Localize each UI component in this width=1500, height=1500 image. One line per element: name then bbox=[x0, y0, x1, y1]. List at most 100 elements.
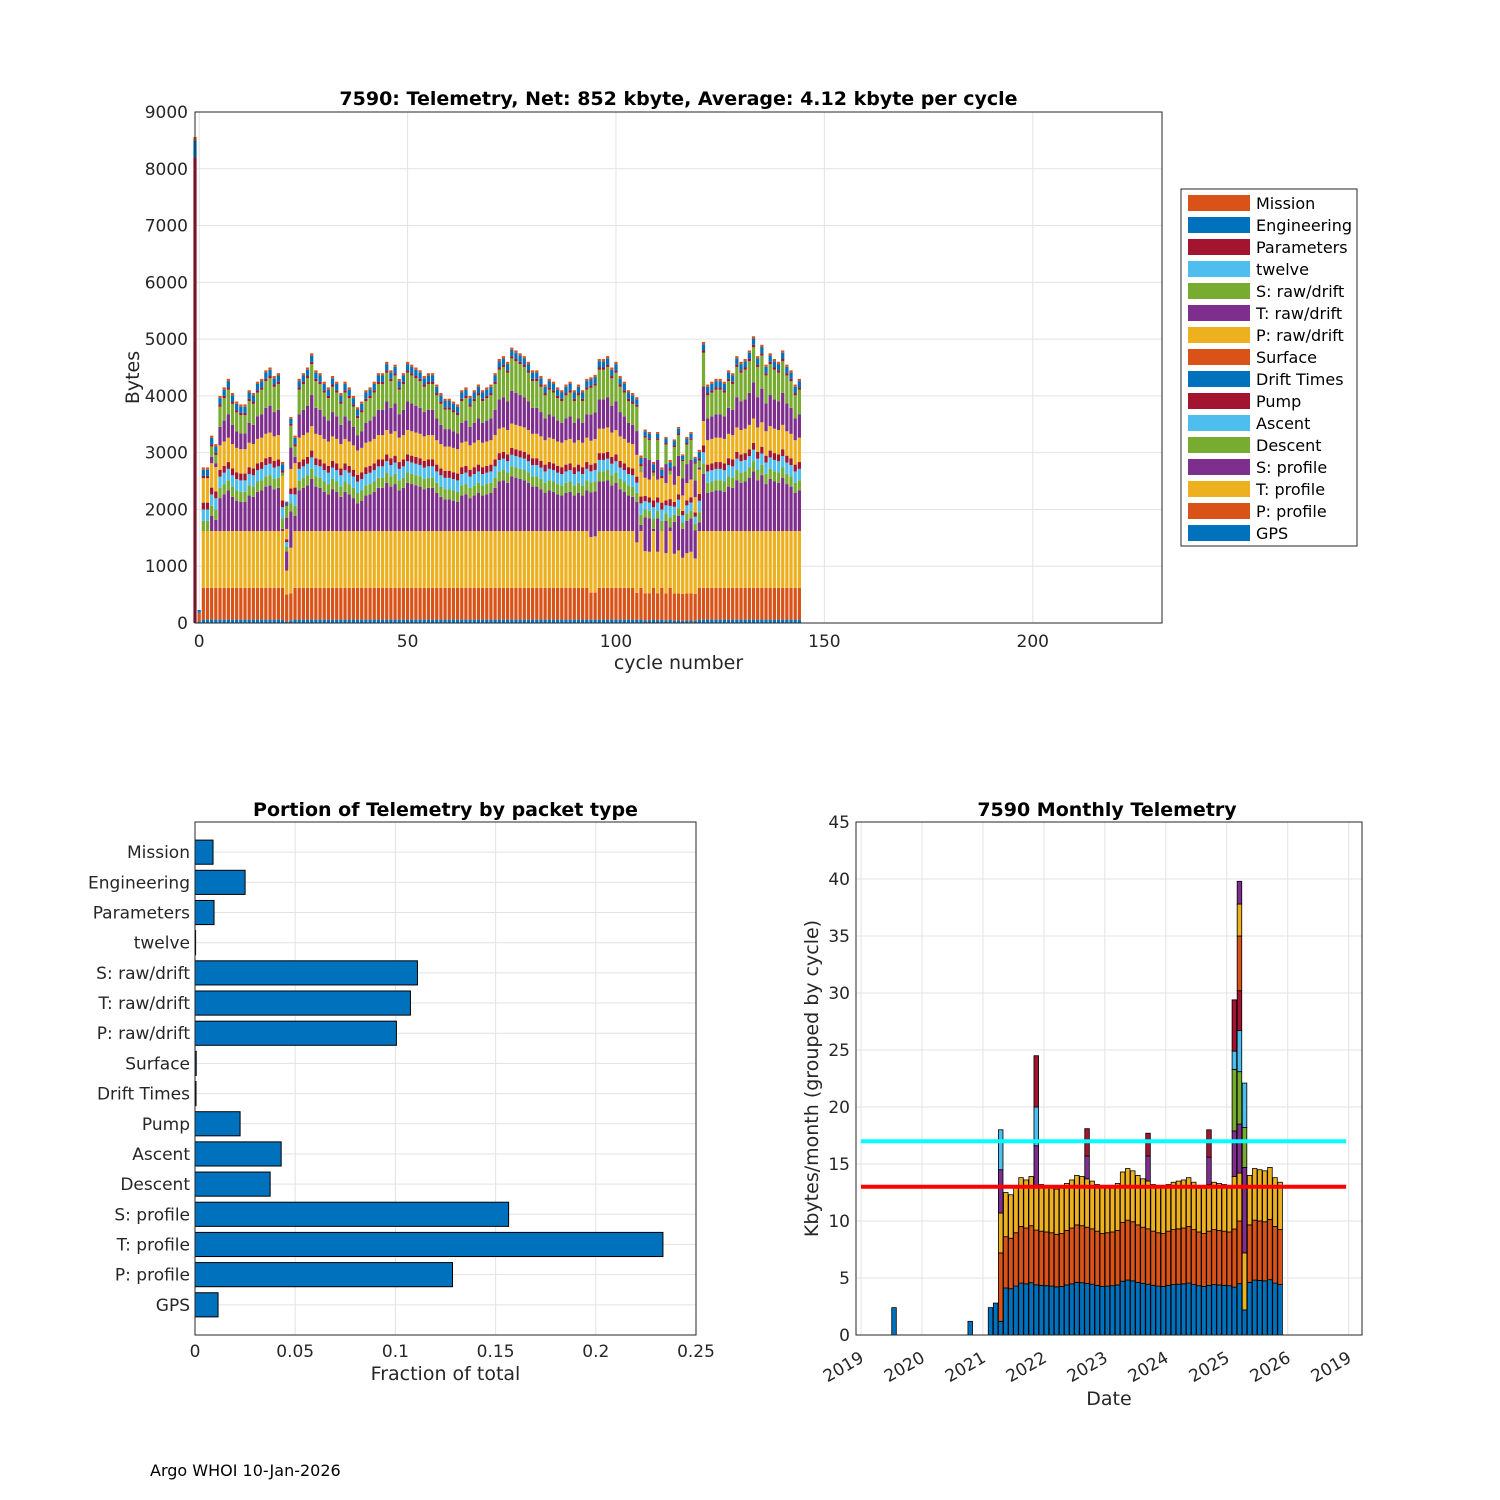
bar-segment bbox=[555, 494, 560, 532]
bar-segment bbox=[676, 428, 681, 434]
bar-segment bbox=[318, 487, 322, 532]
bar-segment bbox=[293, 494, 297, 506]
bar-segment bbox=[1241, 1167, 1248, 1254]
bar-segment bbox=[268, 531, 272, 588]
bar-segment bbox=[568, 390, 572, 393]
bar-segment bbox=[376, 435, 381, 460]
bar-segment bbox=[756, 427, 760, 452]
bar-segment bbox=[572, 531, 576, 588]
bar-segment bbox=[1165, 1284, 1172, 1336]
bar-segment bbox=[581, 495, 585, 532]
bar-segment bbox=[218, 445, 222, 470]
bar-segment bbox=[701, 445, 706, 453]
bar-segment bbox=[522, 356, 526, 359]
bar-segment bbox=[435, 393, 439, 396]
bar-segment bbox=[455, 587, 460, 620]
bar-segment bbox=[235, 403, 239, 411]
bar-segment bbox=[330, 386, 335, 413]
bar-segment bbox=[376, 375, 381, 382]
bar-segment bbox=[1155, 1232, 1161, 1287]
bar-segment bbox=[351, 404, 356, 407]
bar-segment bbox=[530, 433, 535, 459]
bar-segment bbox=[785, 403, 789, 432]
bar-segment bbox=[1140, 1226, 1146, 1284]
bar-segment bbox=[435, 493, 439, 532]
bar-segment bbox=[301, 466, 305, 478]
bar-segment bbox=[389, 458, 393, 466]
bar-segment bbox=[389, 407, 393, 434]
bar-segment bbox=[289, 423, 293, 426]
bar-segment bbox=[651, 461, 656, 465]
x-tick-label: 100 bbox=[600, 632, 632, 652]
bar-segment bbox=[564, 464, 568, 472]
bar-segment bbox=[255, 416, 260, 439]
bar-segment bbox=[676, 593, 681, 621]
bar-segment bbox=[676, 620, 681, 623]
bar-segment bbox=[714, 381, 718, 388]
bar-segment bbox=[410, 366, 414, 374]
bar-segment bbox=[489, 619, 493, 623]
bar-segment bbox=[414, 456, 418, 464]
bar-segment bbox=[414, 405, 418, 433]
bar-segment bbox=[214, 531, 218, 588]
bar-segment bbox=[681, 459, 685, 462]
bar-segment bbox=[280, 507, 285, 519]
bar-segment bbox=[401, 383, 406, 410]
bar-segment bbox=[1104, 1232, 1111, 1287]
bar-segment bbox=[618, 531, 622, 588]
bar-segment bbox=[235, 531, 239, 588]
bar-segment bbox=[418, 465, 422, 477]
bar-segment bbox=[618, 460, 622, 468]
bar-segment bbox=[522, 587, 526, 620]
bar-segment bbox=[210, 494, 214, 506]
bar-segment bbox=[343, 390, 347, 393]
bar-segment bbox=[1135, 1224, 1141, 1283]
bar-segment bbox=[526, 461, 531, 473]
bar-segment bbox=[751, 619, 756, 623]
bar-segment bbox=[1201, 1286, 1207, 1336]
bar-segment bbox=[1170, 1284, 1177, 1336]
bar-segment bbox=[601, 481, 606, 532]
legend-swatch bbox=[1188, 393, 1250, 409]
bar-segment bbox=[797, 462, 802, 469]
category-label: T: profile bbox=[116, 1235, 190, 1255]
bar-segment bbox=[1206, 1230, 1212, 1286]
bar-segment bbox=[739, 372, 743, 402]
bar-segment bbox=[201, 478, 205, 503]
bar-segment bbox=[660, 467, 664, 470]
bar-segment bbox=[289, 417, 293, 419]
bar-segment bbox=[330, 384, 335, 387]
legend-entry: Pump bbox=[1256, 392, 1301, 411]
bar-segment bbox=[589, 387, 593, 415]
bar-segment bbox=[639, 464, 643, 467]
bar-segment bbox=[664, 553, 668, 594]
bar-segment bbox=[543, 471, 547, 483]
bar-segment bbox=[1272, 1282, 1278, 1336]
bar-segment bbox=[426, 466, 431, 478]
bar-segment bbox=[497, 361, 501, 368]
bar-segment bbox=[564, 418, 568, 441]
bar-segment bbox=[430, 487, 435, 532]
bar-segment bbox=[564, 493, 568, 532]
bar-segment bbox=[647, 433, 651, 439]
bar-segment bbox=[222, 587, 226, 620]
bar-segment bbox=[710, 619, 714, 623]
bar-segment bbox=[272, 489, 276, 532]
bar-segment bbox=[1185, 1226, 1192, 1284]
bar-segment bbox=[1028, 1176, 1034, 1227]
bar-segment bbox=[201, 467, 205, 470]
bar-segment bbox=[460, 400, 464, 423]
bar-segment bbox=[364, 467, 368, 474]
bar-segment bbox=[401, 531, 406, 588]
bar-segment bbox=[610, 376, 614, 379]
bar-segment bbox=[614, 482, 618, 532]
bar-segment bbox=[789, 458, 793, 466]
bar-segment bbox=[781, 449, 785, 457]
bar-segment bbox=[401, 466, 406, 478]
bar-segment bbox=[697, 460, 701, 468]
bar-segment bbox=[264, 476, 268, 487]
bar-segment bbox=[547, 378, 551, 382]
bar-segment bbox=[572, 422, 576, 443]
bar-segment bbox=[214, 509, 218, 520]
bar-segment bbox=[651, 470, 656, 473]
